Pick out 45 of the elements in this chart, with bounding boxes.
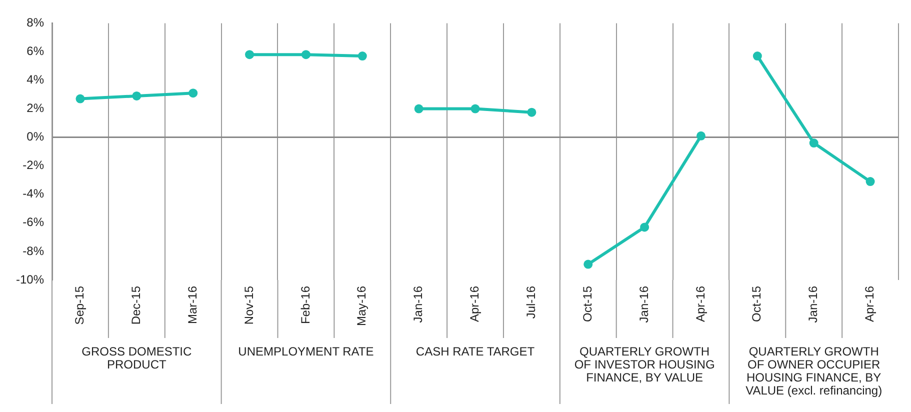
point (809, 138, 818, 148)
x-tick-label: Mar-16 (185, 286, 200, 324)
x-tick-label: Oct-15 (750, 286, 764, 322)
y-tick-label: 8% (26, 16, 44, 30)
point (584, 260, 593, 269)
point (358, 52, 367, 61)
text: CASH RATE TARGET (416, 344, 536, 358)
x-tick-label: Jan-16 (411, 286, 426, 323)
text: QUARTERLY GROWTH OF INVESTOR HOUSING FINANCE, BY VALUE (574, 344, 715, 384)
point (301, 50, 310, 60)
point (245, 50, 254, 60)
y-tick-label: -6% (22, 215, 44, 230)
x-tick-label: Sep-15 (72, 286, 87, 325)
x-tick-label: Dec-15 (128, 286, 143, 325)
point (866, 177, 875, 186)
y-tick-label: 0% (26, 130, 44, 144)
y-tick-label: -4% (22, 186, 44, 201)
y-tick-label: 4% (26, 72, 44, 87)
x-tick-label: Jan-16 (636, 286, 651, 323)
x-tick-label: Apr-16 (468, 286, 482, 322)
point (640, 222, 650, 232)
text: GROSS DOMESTIC PRODUCT (82, 344, 192, 372)
y-tick-label: -2% (22, 158, 44, 172)
x-tick-label: Jan-16 (806, 286, 820, 323)
point (132, 91, 142, 100)
x-tick-label: Apr-16 (862, 286, 877, 322)
point (527, 108, 536, 117)
point (752, 52, 762, 61)
y-tick-label: -8% (22, 244, 44, 258)
x-tick-label: Nov-15 (242, 286, 256, 325)
text: QUARTERLY GROWTH OF OWNER OCCUPIER HOUSING FINANCE, BY VALUE (excl. refinancing) (746, 344, 882, 398)
x-tick-label: Jul-16 (524, 286, 538, 319)
x-tick-label: Apr-16 (693, 286, 708, 322)
x-tick-label: Feb-16 (298, 286, 312, 324)
y-tick-label: 2% (26, 101, 44, 116)
point (470, 104, 480, 114)
x-tick-label: May-16 (354, 286, 369, 326)
point (696, 131, 706, 140)
y-tick-label: 6% (26, 44, 44, 58)
point (188, 88, 198, 98)
x-tick-label: Oct-15 (580, 286, 594, 322)
text: UNEMPLOYMENT RATE (238, 344, 374, 358)
point (76, 94, 85, 104)
point (414, 104, 424, 114)
y-tick-label: -10% (16, 272, 44, 286)
